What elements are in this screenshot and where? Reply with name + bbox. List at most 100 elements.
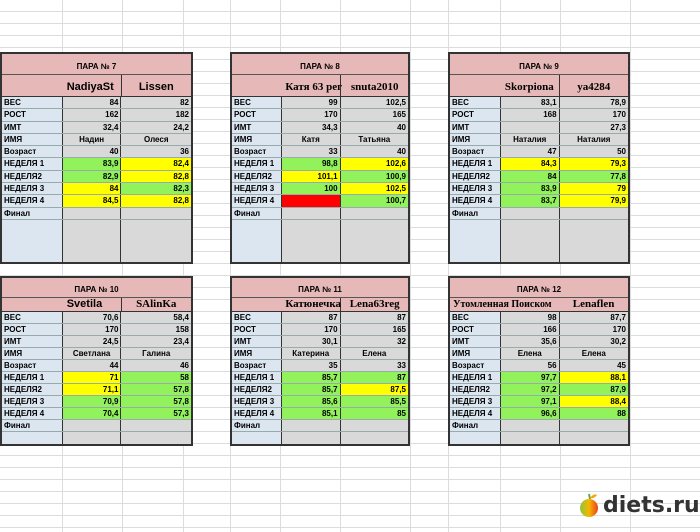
cell-value-2[interactable]: 85	[340, 408, 408, 419]
cell-value-2[interactable]: 88,4	[559, 396, 628, 407]
cell-value-1[interactable]: 97,7	[500, 372, 560, 383]
cell-value-1[interactable]: 71,1	[62, 384, 122, 395]
participant-name-1[interactable]: Утомленная Поиском	[453, 299, 552, 310]
participant-name-2[interactable]: Lenaflen	[572, 298, 615, 310]
cell-value-1[interactable]: 70,9	[62, 396, 122, 407]
cell-value-1[interactable]: 99	[281, 97, 341, 109]
cell-value-1[interactable]: 166	[500, 324, 560, 335]
cell-value-1[interactable]: 98,8	[281, 158, 341, 170]
cell-value-1[interactable]: 100	[281, 183, 341, 195]
cell-value-1[interactable]	[62, 207, 122, 219]
cell-value-2[interactable]: 82,4	[121, 158, 191, 170]
cell-value-2[interactable]: Наталия	[559, 133, 628, 146]
cell-value-1[interactable]: 84	[62, 97, 122, 109]
cell-value-1[interactable]: 97,1	[500, 396, 560, 407]
cell-value-2[interactable]	[121, 420, 191, 431]
cell-value-2[interactable]: 85,5	[340, 396, 408, 407]
cell-value-2[interactable]: 79	[559, 183, 628, 195]
cell-value-1[interactable]	[62, 420, 122, 431]
cell-value-2[interactable]: 182	[121, 109, 191, 121]
cell-value-1[interactable]: 33	[281, 146, 341, 158]
cell-value-1[interactable]: Катя	[281, 133, 341, 146]
cell-value-2[interactable]: 27,3	[559, 121, 628, 133]
cell-value-1[interactable]: 85,7	[281, 372, 341, 383]
cell-value-1[interactable]: 44	[62, 360, 122, 371]
cell-value-1[interactable]: 34,3	[281, 121, 341, 133]
cell-value-1[interactable]	[281, 420, 341, 431]
cell-value-1[interactable]: 170	[62, 324, 122, 335]
participant-name-2[interactable]: snuta2010	[350, 81, 399, 93]
cell-value-2[interactable]: 58,4	[121, 312, 191, 323]
cell-value-1[interactable]: 32,4	[62, 121, 122, 133]
cell-value-2[interactable]: 45	[559, 360, 628, 371]
cell-value-2[interactable]: 57,8	[121, 384, 191, 395]
cell-value-2[interactable]: 170	[559, 109, 628, 121]
cell-value-1[interactable]: Елена	[500, 348, 560, 359]
cell-value-2[interactable]	[559, 207, 628, 219]
cell-value-2[interactable]: 100,7	[340, 195, 408, 207]
cell-value-2[interactable]: 50	[559, 146, 628, 158]
cell-value-1[interactable]: 168	[500, 109, 560, 121]
cell-value-2[interactable]: Татьяна	[340, 133, 408, 146]
cell-value-2[interactable]: Елена	[340, 348, 408, 359]
cell-value-2[interactable]: 57,3	[121, 408, 191, 419]
cell-value-2[interactable]: Олеся	[121, 133, 191, 146]
cell-value-1[interactable]	[281, 195, 341, 207]
diets-logo[interactable]: diets.ru	[578, 492, 700, 518]
cell-value-1[interactable]: 83,9	[62, 158, 122, 170]
cell-value-2[interactable]: 30,2	[559, 336, 628, 347]
cell-value-2[interactable]	[559, 420, 628, 431]
cell-value-1[interactable]: 71	[62, 372, 122, 383]
cell-value-1[interactable]: Катерина	[281, 348, 341, 359]
cell-value-2[interactable]: 87,9	[559, 384, 628, 395]
cell-value-2[interactable]: Елена	[559, 348, 628, 359]
cell-value-1[interactable]: 84,3	[500, 158, 560, 170]
cell-value-1[interactable]: 82,9	[62, 170, 122, 183]
cell-value-1[interactable]: 101,1	[281, 170, 341, 183]
cell-value-1[interactable]: Надин	[62, 133, 122, 146]
participant-name-2[interactable]: Lena63reg	[349, 298, 400, 310]
participant-name-2[interactable]: SAlinKa	[136, 298, 177, 310]
cell-value-1[interactable]: 83,7	[500, 195, 560, 207]
cell-value-1[interactable]: 83,9	[500, 183, 560, 195]
cell-value-1[interactable]: Наталия	[500, 133, 560, 146]
cell-value-2[interactable]: 102,6	[340, 158, 408, 170]
participant-name-1[interactable]: Катя 63 рег	[281, 75, 342, 96]
cell-value-1[interactable]	[500, 121, 560, 133]
cell-value-2[interactable]: 170	[559, 324, 628, 335]
cell-value-1[interactable]	[281, 207, 341, 219]
cell-value-1[interactable]: 85,7	[281, 384, 341, 395]
cell-value-1[interactable]: 35	[281, 360, 341, 371]
cell-value-1[interactable]	[500, 420, 560, 431]
cell-value-1[interactable]: 170	[281, 109, 341, 121]
cell-value-2[interactable]: 82,3	[121, 183, 191, 195]
participant-name-1[interactable]: Катюнечка	[281, 298, 342, 311]
cell-value-1[interactable]: 84,5	[62, 195, 122, 207]
cell-value-1[interactable]	[500, 207, 560, 219]
cell-value-2[interactable]: 82,8	[121, 195, 191, 207]
cell-value-1[interactable]: 30,1	[281, 336, 341, 347]
cell-value-2[interactable]: 46	[121, 360, 191, 371]
cell-value-1[interactable]: 83,1	[500, 97, 560, 109]
cell-value-2[interactable]: 165	[340, 109, 408, 121]
cell-value-2[interactable]: 82,8	[121, 170, 191, 183]
cell-value-2[interactable]: 23,4	[121, 336, 191, 347]
cell-value-2[interactable]: 79,3	[559, 158, 628, 170]
participant-name-1[interactable]: NadiyaSt	[63, 75, 122, 96]
cell-value-1[interactable]: 70,4	[62, 408, 122, 419]
cell-value-2[interactable]: 40	[340, 121, 408, 133]
cell-value-2[interactable]: 102,5	[340, 97, 408, 109]
cell-value-2[interactable]: 24,2	[121, 121, 191, 133]
cell-value-1[interactable]: 85,6	[281, 396, 341, 407]
cell-value-2[interactable]: 158	[121, 324, 191, 335]
cell-value-2[interactable]: 87	[340, 372, 408, 383]
cell-value-1[interactable]: Светлана	[62, 348, 122, 359]
cell-value-2[interactable]: Галина	[121, 348, 191, 359]
cell-value-1[interactable]: 47	[500, 146, 560, 158]
cell-value-1[interactable]: 162	[62, 109, 122, 121]
cell-value-2[interactable]: 88	[559, 408, 628, 419]
cell-value-1[interactable]: 56	[500, 360, 560, 371]
cell-value-1[interactable]: 84	[62, 183, 122, 195]
cell-value-2[interactable]: 165	[340, 324, 408, 335]
cell-value-1[interactable]: 35,6	[500, 336, 560, 347]
